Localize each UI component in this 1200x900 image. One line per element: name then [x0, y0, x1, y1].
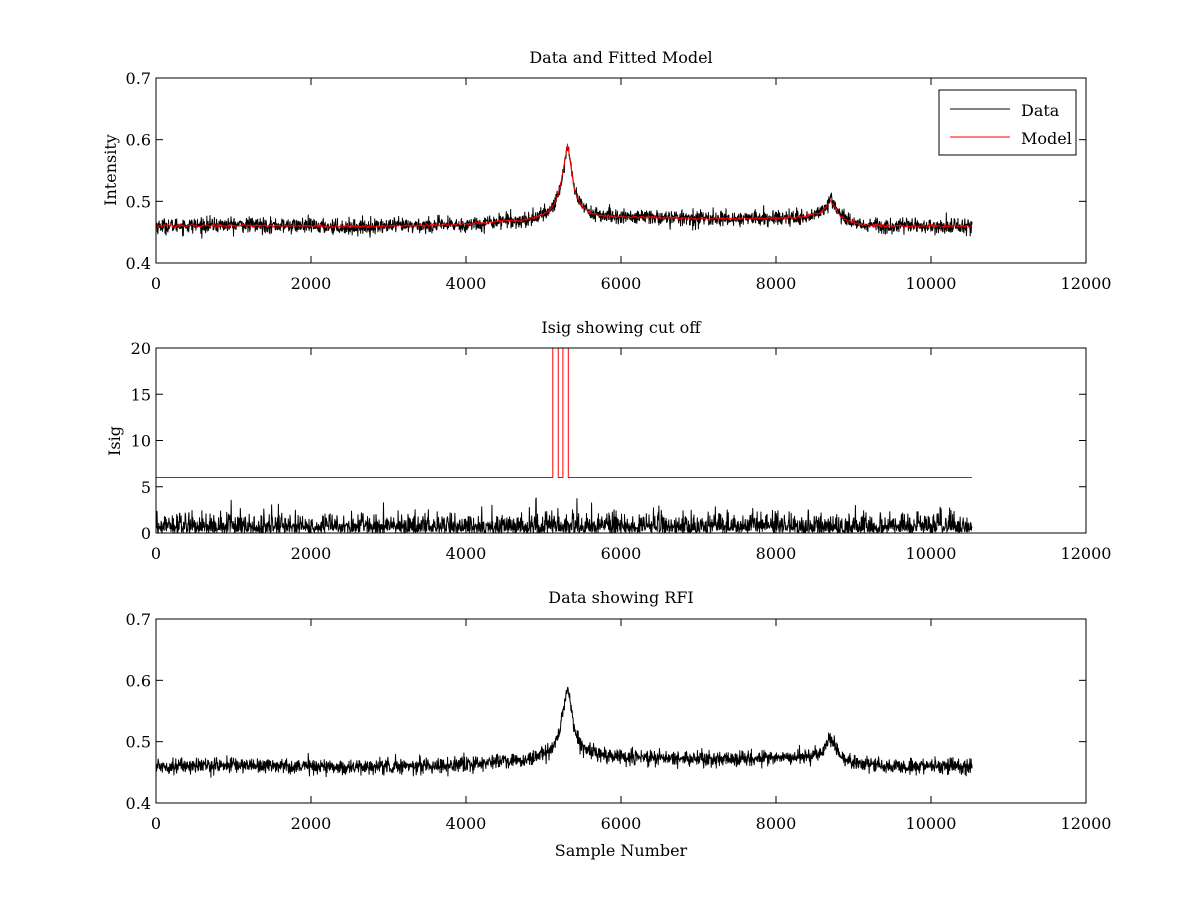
- panel-2-ytick-label: 10: [131, 432, 151, 451]
- panel-3-xtick-label: 2000: [291, 814, 332, 833]
- panel-3-series-data: [156, 686, 973, 778]
- panel-3-xtick-label: 10000: [906, 814, 957, 833]
- panel-3-xtick-label: 0: [151, 814, 161, 833]
- panel-2-title: Isig showing cut off: [541, 318, 702, 337]
- legend-data-label: Data: [1021, 101, 1060, 120]
- panel-2-xtick-label: 6000: [601, 544, 642, 563]
- panel-data-showing-rfi: Data showing RFI 0 2000 4000 6000 8000 10000 1…: [126, 588, 1112, 860]
- panel-2-xtick-label: 4000: [446, 544, 487, 563]
- panel-3-title: Data showing RFI: [548, 588, 693, 607]
- panel-2-ytick-label: 0: [141, 524, 151, 543]
- panel-data-and-fitted-model: Data and Fitted Model Intensity 0 2000 400…: [101, 48, 1111, 293]
- panel-1-ytick-label: 0.7: [126, 69, 151, 88]
- panel-2-ytick-label: 20: [131, 339, 151, 358]
- panel-1-ytick-label: 0.5: [126, 192, 151, 211]
- panel-2-series-cut-off: [156, 348, 973, 478]
- panel-1-xtick-label: 2000: [291, 274, 332, 293]
- panel-2-xtick-label: 10000: [906, 544, 957, 563]
- panel-2-ytick-label: 5: [141, 478, 151, 497]
- panel-1-xtick-label: 12000: [1061, 274, 1112, 293]
- panel-2-ytick-label: 15: [131, 385, 151, 404]
- panel-1-ytick-label: 0.6: [126, 131, 151, 150]
- panel-3-xtick-label: 4000: [446, 814, 487, 833]
- panel-3-xtick-label: 6000: [601, 814, 642, 833]
- panel-2-xtick-label: 2000: [291, 544, 332, 563]
- panel-1-series-model: [156, 143, 973, 229]
- panel-1-xtick-label: 4000: [446, 274, 487, 293]
- panel-3-xlabel: Sample Number: [555, 841, 688, 860]
- panel-1-plot-area: 0 2000 4000 6000 8000 10000 12000 0.4 0.5 0.6 0.7: [126, 69, 1112, 293]
- panel-3-ytick-label: 0.7: [126, 610, 151, 629]
- panel-2-xtick-label: 12000: [1061, 544, 1112, 563]
- panel-1-title: Data and Fitted Model: [529, 48, 712, 67]
- legend-box: [938, 89, 1077, 156]
- panel-1-xtick-label: 0: [151, 274, 161, 293]
- panel-1-legend: Data Model: [938, 89, 1077, 156]
- panel-2-xtick-label: 8000: [756, 544, 797, 563]
- panel-3-xtick-label: 8000: [756, 814, 797, 833]
- panel-1-xtick-label: 10000: [906, 274, 957, 293]
- panel-2-series-isig: [156, 497, 973, 533]
- panel-2-xtick-label: 0: [151, 544, 161, 563]
- panel-3-ytick-label: 0.5: [126, 733, 151, 752]
- panel-1-ytick-label: 0.4: [126, 254, 151, 273]
- panel-3-ytick-label: 0.6: [126, 671, 151, 690]
- panel-3-xtick-label: 12000: [1061, 814, 1112, 833]
- panel-1-xtick-label: 6000: [601, 274, 642, 293]
- panel-2-ylabel: Isig: [105, 426, 124, 456]
- panel-1-ylabel: Intensity: [101, 134, 120, 206]
- panel-3-ytick-label: 0.4: [126, 794, 151, 813]
- panel-1-xtick-label: 8000: [756, 274, 797, 293]
- legend-model-label: Model: [1021, 129, 1072, 148]
- panel-2-plot-area: 0 2000 4000 6000 8000 10000 12000 0 5 10 15 20: [131, 339, 1112, 563]
- panel-isig-showing-cut-off: Isig showing cut off Isig 0 2000 4000 6000 8…: [105, 318, 1111, 563]
- panel-3-plot-area: 0 2000 4000 6000 8000 10000 12000 0.4 0.5 0.6 0.7: [126, 610, 1112, 833]
